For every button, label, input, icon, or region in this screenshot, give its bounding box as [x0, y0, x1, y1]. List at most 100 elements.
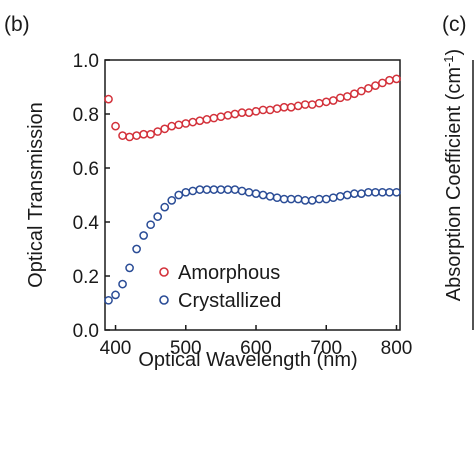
- data-point-amorphous-770: [371, 81, 380, 91]
- data-point-crystallized-580: [237, 186, 247, 196]
- y-tick-label-0.2: 0.2: [73, 267, 99, 288]
- data-point-amorphous-430: [132, 131, 141, 140]
- data-point-amorphous-460: [153, 127, 163, 136]
- data-point-crystallized-560: [223, 185, 233, 194]
- data-point-crystallized-480: [167, 196, 177, 205]
- right-y-axis-label-superscript: -1: [441, 55, 456, 67]
- data-point-amorphous-670: [300, 100, 310, 109]
- data-point-amorphous-740: [349, 89, 359, 99]
- data-point-amorphous-520: [195, 116, 205, 126]
- x-tick-label-600: 600: [240, 338, 272, 359]
- data-point-crystallized-390: [104, 295, 113, 305]
- data-point-crystallized-420: [125, 263, 134, 273]
- x-tick-label-400: 400: [100, 338, 132, 359]
- data-point-amorphous-720: [335, 93, 345, 103]
- data-point-amorphous-450: [146, 129, 156, 139]
- data-point-amorphous-510: [188, 117, 198, 127]
- data-point-amorphous-390: [104, 94, 113, 104]
- data-point-crystallized-510: [188, 186, 198, 196]
- x-axis-label: Optical Wavelength (nm): [138, 349, 357, 371]
- legend-marker-amorphous: [159, 267, 169, 277]
- legend-item-crystallized: Crystallized: [159, 290, 281, 312]
- data-point-amorphous-700: [321, 97, 331, 107]
- data-point-crystallized-630: [272, 193, 282, 203]
- plot-area: 400 500 600 700 800 0.0 0.2 0.4 0.6 0.8 1.0: [73, 51, 413, 359]
- data-point-crystallized-440: [139, 231, 148, 240]
- y-tick-label-0.8: 0.8: [73, 105, 99, 126]
- y-tick-label-0.4: 0.4: [73, 213, 100, 234]
- data-point-crystallized-660: [293, 194, 303, 204]
- data-point-crystallized-710: [328, 193, 338, 203]
- panel-label-b: (b): [4, 13, 30, 36]
- data-point-amorphous-580: [237, 108, 247, 118]
- x-tick-label-800: 800: [381, 338, 413, 359]
- data-point-amorphous-550: [216, 112, 226, 122]
- data-point-crystallized-640: [279, 194, 289, 204]
- data-point-amorphous-710: [328, 96, 338, 105]
- data-point-crystallized-470: [160, 202, 170, 212]
- x-tick-label-500: 500: [170, 338, 202, 359]
- data-point-crystallized-490: [174, 190, 184, 200]
- data-point-crystallized-520: [195, 185, 205, 194]
- data-point-crystallized-530: [202, 185, 212, 194]
- data-point-amorphous-660: [293, 101, 303, 111]
- data-point-amorphous-750: [357, 86, 366, 96]
- data-point-crystallized-730: [342, 190, 352, 200]
- data-point-amorphous-420: [125, 132, 134, 142]
- data-point-amorphous-640: [279, 102, 289, 112]
- data-point-crystallized-620: [265, 192, 275, 201]
- panel-label-c: (c): [442, 13, 467, 36]
- data-point-crystallized-540: [209, 185, 219, 194]
- data-point-crystallized-450: [146, 220, 156, 230]
- data-point-amorphous-490: [174, 120, 184, 130]
- data-point-amorphous-500: [181, 119, 191, 128]
- legend-label-amorphous: Amorphous: [178, 262, 280, 284]
- right-y-axis-label-end: ): [443, 49, 465, 56]
- data-point-crystallized-410: [118, 279, 127, 289]
- data-point-crystallized-690: [314, 194, 324, 204]
- data-point-amorphous-530: [202, 115, 212, 124]
- y-tick-label-1: 1.0: [73, 51, 99, 72]
- legend: Amorphous Crystallized: [159, 262, 281, 312]
- y-tick-label-0.6: 0.6: [73, 159, 99, 180]
- data-point-crystallized-670: [300, 196, 310, 205]
- data-point-crystallized-600: [251, 189, 261, 198]
- data-point-crystallized-720: [335, 192, 345, 201]
- data-point-amorphous-620: [265, 105, 275, 115]
- data-point-crystallized-700: [321, 194, 331, 204]
- data-point-amorphous-680: [307, 100, 317, 109]
- data-point-amorphous-400: [111, 121, 120, 131]
- data-point-amorphous-630: [272, 104, 282, 113]
- data-point-crystallized-750: [357, 189, 366, 198]
- data-point-crystallized-800: [392, 187, 401, 197]
- data-point-crystallized-590: [244, 187, 254, 197]
- data-point-crystallized-430: [132, 244, 141, 254]
- data-point-amorphous-760: [364, 84, 373, 93]
- y-tick-label-0: 0.0: [73, 321, 99, 342]
- data-point-amorphous-440: [139, 129, 148, 139]
- data-point-crystallized-500: [181, 187, 191, 197]
- legend-marker-crystallized: [159, 295, 169, 305]
- data-point-amorphous-600: [251, 106, 261, 116]
- data-point-amorphous-800: [392, 74, 401, 84]
- data-point-crystallized-550: [216, 185, 226, 194]
- data-point-amorphous-590: [244, 108, 254, 118]
- right-y-axis-label: Absorption Coefficient (cm-1): [441, 49, 465, 301]
- data-point-amorphous-790: [385, 75, 394, 85]
- data-point-crystallized-740: [349, 189, 359, 198]
- data-point-amorphous-540: [209, 113, 219, 123]
- data-point-crystallized-780: [378, 187, 387, 197]
- data-point-amorphous-650: [286, 102, 296, 112]
- x-tick-label-700: 700: [310, 338, 342, 359]
- legend-label-crystallized: Crystallized: [178, 290, 281, 312]
- data-point-crystallized-790: [385, 187, 394, 197]
- y-axis-label: Optical Transmission: [25, 102, 47, 288]
- data-point-amorphous-730: [342, 92, 352, 101]
- data-point-crystallized-400: [111, 290, 120, 300]
- data-point-crystallized-610: [258, 190, 268, 200]
- data-point-crystallized-770: [371, 187, 380, 197]
- data-point-amorphous-610: [258, 105, 268, 115]
- data-point-amorphous-470: [160, 124, 170, 134]
- data-point-amorphous-410: [118, 131, 127, 140]
